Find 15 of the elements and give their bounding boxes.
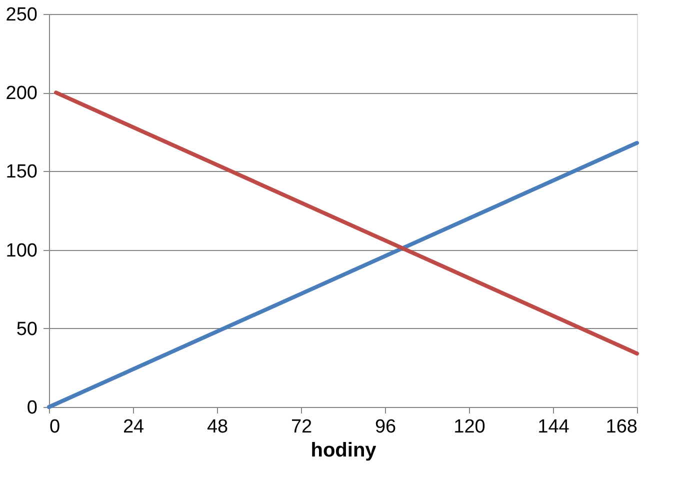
x-tick-label: 0 [50,416,60,438]
y-tick-label: 50 [16,318,38,340]
x-axis-title: hodiny [310,440,378,462]
x-tick-label: 72 [290,416,312,438]
y-tick-label: 150 [6,162,38,183]
x-tick-label: 144 [538,416,570,438]
x-tick-label: 24 [122,416,144,438]
y-tick-label: 100 [6,240,38,262]
y-tick-label: 0 [26,398,38,418]
x-tick-label: 120 [454,416,486,438]
y-tick-label: 200 [6,83,38,104]
x-tick-label: 96 [374,416,396,438]
x-tick-label: 168 [606,416,638,438]
y-tick-label: 250 [6,4,38,26]
x-tick-label: 48 [206,416,228,438]
